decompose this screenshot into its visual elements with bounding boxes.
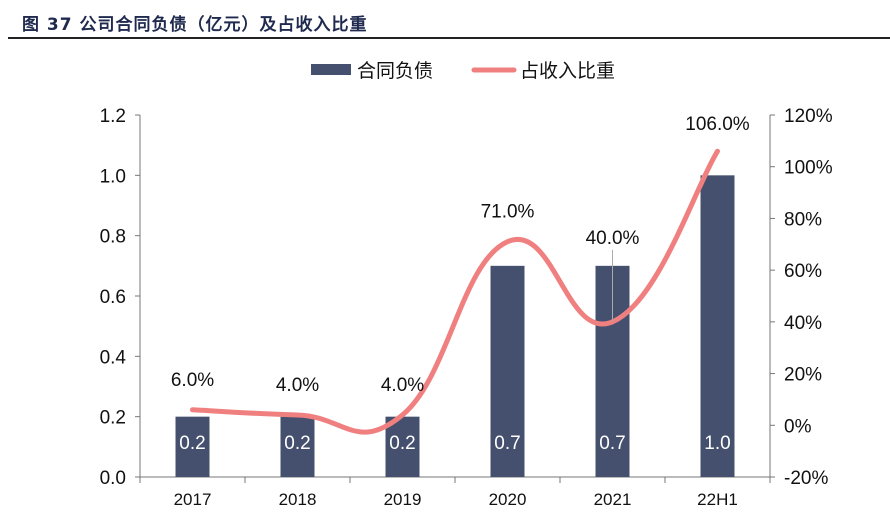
right-tick-label: -20%	[784, 468, 828, 489]
legend-line-label: 占收入比重	[520, 60, 615, 82]
right-tick-label: 80%	[784, 209, 822, 230]
bar-label: 0.2	[179, 433, 205, 454]
right-tick-label: 100%	[784, 158, 833, 179]
bar	[175, 416, 210, 477]
line-label: 40.0%	[586, 228, 640, 249]
bar-label: 0.2	[284, 433, 310, 454]
left-tick-label: 0.6	[100, 287, 126, 308]
bar	[490, 265, 525, 477]
x-tick-label: 2021	[594, 490, 632, 509]
left-tick-label: 0.0	[100, 468, 126, 489]
legend-bar-swatch	[311, 64, 351, 75]
title-divider	[8, 37, 890, 39]
legend-bar-label: 合同负债	[357, 60, 433, 82]
line-label: 4.0%	[276, 375, 319, 396]
right-tick-label: 60%	[784, 261, 822, 282]
line-label: 4.0%	[381, 375, 424, 396]
bar	[700, 175, 735, 478]
x-tick-label: 2020	[489, 490, 527, 509]
bar	[280, 416, 315, 477]
left-tick-label: 1.2	[100, 106, 126, 127]
x-tick-label: 22H1	[697, 490, 738, 509]
right-tick-label: 0%	[784, 416, 812, 437]
line-series	[190, 148, 720, 435]
chart-title: 图 37 公司合同负债（亿元）及占收入比重	[22, 15, 368, 35]
right-tick-label: 40%	[784, 313, 822, 334]
bar-label: 0.7	[599, 433, 625, 454]
right-tick-label: 20%	[784, 365, 822, 386]
bar-label: 1.0	[704, 433, 730, 454]
bar-label: 0.2	[389, 433, 415, 454]
line-label: 106.0%	[685, 114, 750, 135]
line-label: 71.0%	[481, 202, 535, 223]
left-tick-label: 0.2	[100, 408, 126, 429]
right-tick-label: 120%	[784, 106, 833, 127]
bar	[385, 416, 420, 477]
bar-label: 0.7	[494, 433, 520, 454]
left-tick-label: 1.0	[100, 166, 126, 187]
left-tick-label: 0.4	[100, 347, 127, 368]
left-tick-label: 0.8	[100, 227, 126, 248]
x-tick-label: 2019	[384, 490, 422, 509]
line-label: 6.0%	[171, 370, 214, 391]
x-tick-label: 2017	[174, 490, 212, 509]
x-tick-label: 2018	[279, 490, 317, 509]
